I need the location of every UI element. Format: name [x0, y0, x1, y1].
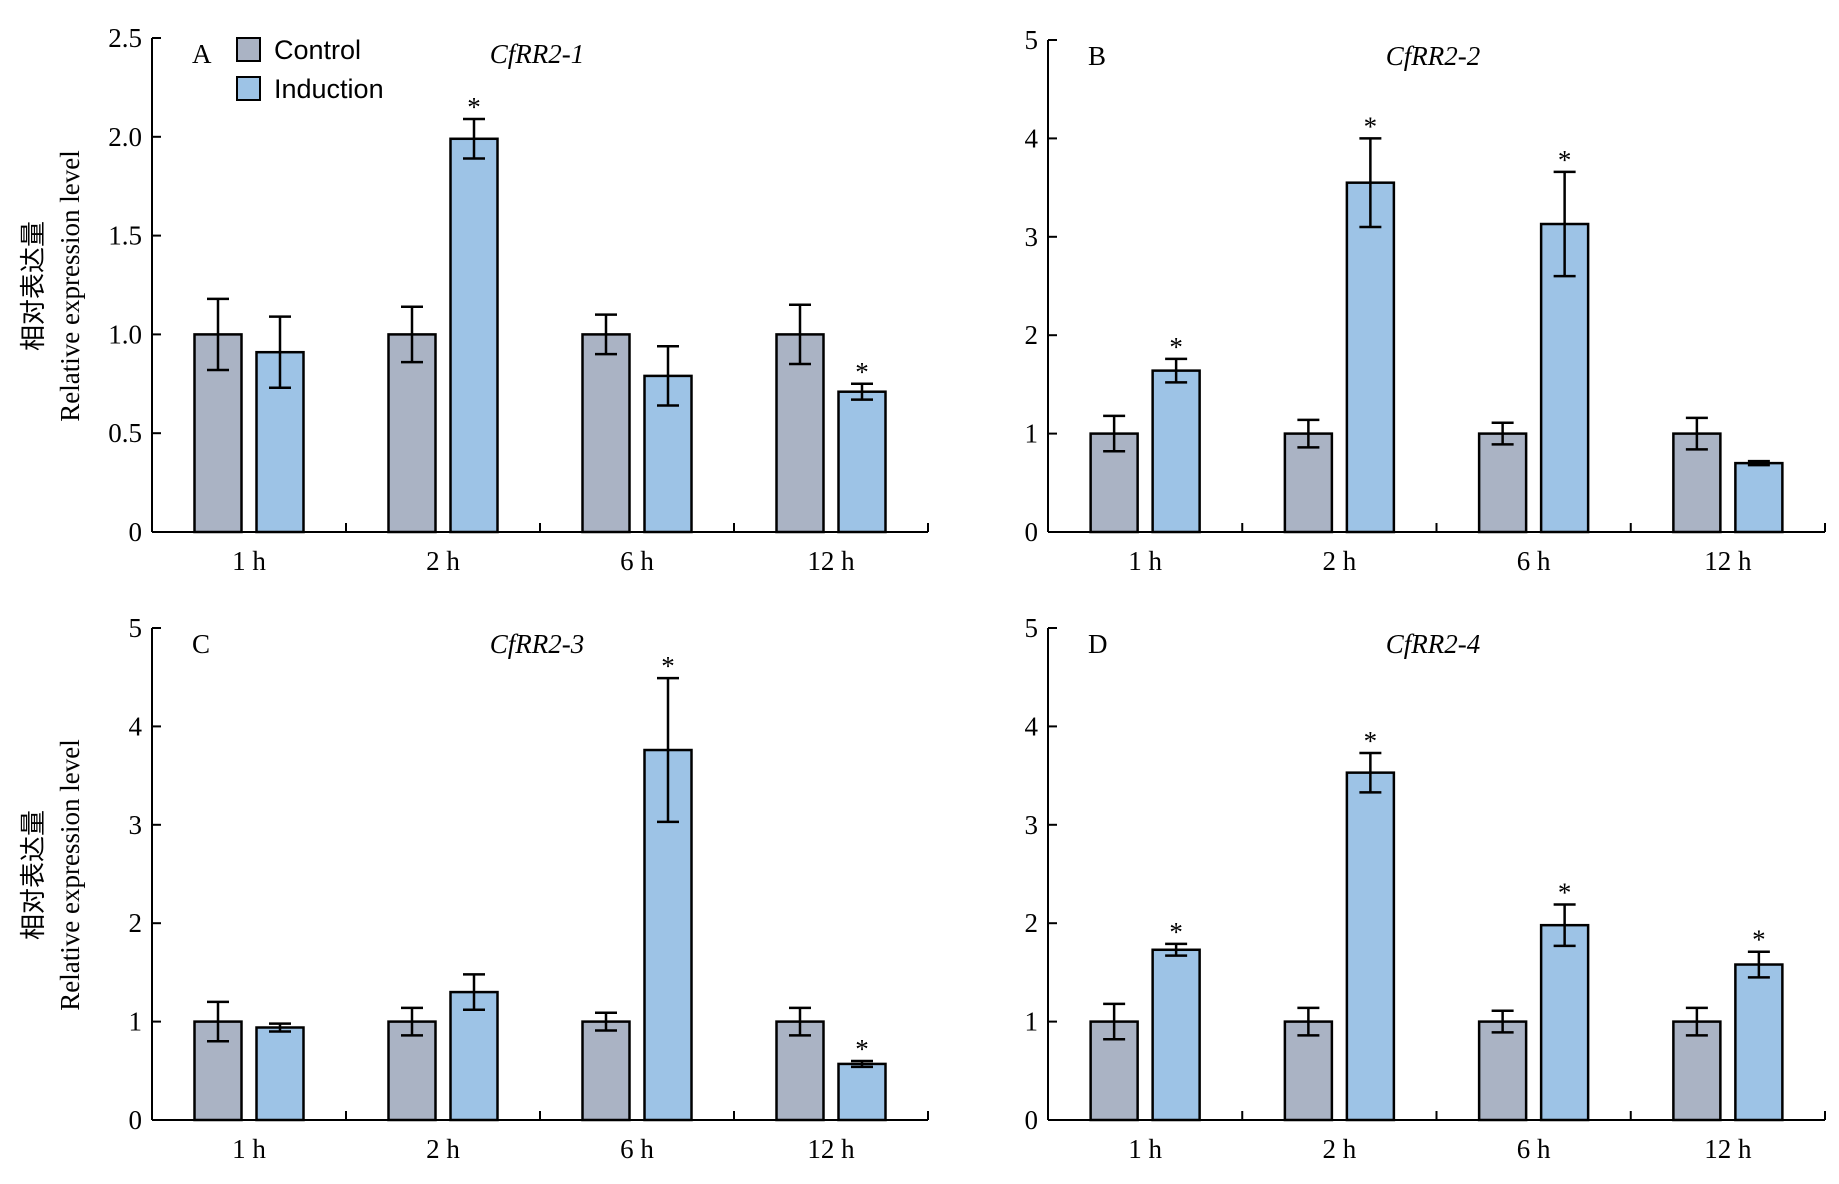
- panel-c: 0 1 2 3 4 5 1 h 2 h 6 h * 12 h * C CfRR2-3: [129, 613, 929, 1164]
- x-tick-label: 1 h: [232, 546, 266, 576]
- significance-star: *: [1364, 111, 1378, 141]
- significance-star: *: [661, 651, 675, 681]
- y-tick-label: 5: [1025, 613, 1039, 643]
- panel-a: 0 0.5 1.0 1.5 2.0 2.5 1 h 2 h * 6 h 12 h * A CfRR2-1: [108, 23, 929, 576]
- control-bar: [775, 1020, 825, 1122]
- ylabel-cn-top: 相对表达量: [19, 221, 49, 351]
- y-tick-label: 1.0: [108, 319, 142, 349]
- y-tick-label: 0.5: [108, 418, 142, 448]
- x-tick-label: 1 h: [1128, 546, 1162, 576]
- induction-bar: [449, 137, 499, 534]
- ylabel-bottom-en-group: Relative expression level: [55, 739, 85, 1010]
- ylabel-en-bottom: Relative expression level: [55, 739, 85, 1010]
- significance-star: *: [855, 1034, 869, 1064]
- legend-induction-swatch: [236, 76, 261, 101]
- significance-star: *: [467, 92, 481, 122]
- y-tick-label: 3: [129, 810, 143, 840]
- panel-letter: B: [1088, 41, 1106, 71]
- control-bar: [387, 333, 437, 534]
- ylabel-bottom-group: 相对表达量: [19, 810, 49, 940]
- x-tick-label: 12 h: [1704, 546, 1752, 576]
- x-tick-label: 2 h: [1323, 546, 1357, 576]
- ylabel-top-group: 相对表达量: [19, 221, 49, 351]
- induction-bar: [255, 1026, 305, 1122]
- x-tick-label: 12 h: [807, 1134, 855, 1164]
- y-tick-label: 1: [1025, 1007, 1039, 1037]
- panel-letter: C: [192, 629, 210, 659]
- legend-control-label: Control: [274, 35, 361, 65]
- control-bar: [1283, 1020, 1334, 1122]
- x-tick-label: 6 h: [620, 546, 654, 576]
- y-tick-label: 5: [1025, 25, 1039, 55]
- ylabel-top-en-group: Relative expression level: [55, 150, 85, 421]
- y-tick-label: 1: [1025, 419, 1039, 449]
- ylabel-cn-bottom: 相对表达量: [19, 810, 49, 940]
- induction-bar: [837, 390, 887, 534]
- induction-bar: [1539, 923, 1590, 1122]
- control-bar: [581, 1020, 631, 1122]
- x-tick-label: 12 h: [1704, 1134, 1752, 1164]
- significance-star: *: [1169, 332, 1183, 362]
- induction-bar: [1151, 369, 1201, 534]
- significance-star: *: [1558, 145, 1572, 175]
- x-tick-label: 2 h: [1323, 1134, 1357, 1164]
- panel-b: 0 1 2 3 4 5 1 h * 2 h * 6 h * 12 h B CfRR2-2: [1025, 25, 1826, 576]
- y-tick-label: 2.0: [108, 122, 142, 152]
- y-tick-label: 1.5: [108, 221, 142, 251]
- ylabel-en-top: Relative expression level: [55, 150, 85, 421]
- control-bar: [387, 1020, 437, 1122]
- y-tick-label: 3: [1025, 222, 1039, 252]
- panel-d: 0 1 2 3 4 5 1 h * 2 h * 6 h * 12 h * D CfRR2-4: [1025, 613, 1826, 1164]
- gene-title: CfRR2-4: [1386, 629, 1481, 659]
- y-tick-label: 0: [1025, 1105, 1039, 1135]
- gene-title: CfRR2-1: [490, 39, 585, 69]
- control-bar: [1477, 432, 1528, 534]
- control-bar: [1477, 1020, 1528, 1122]
- y-tick-label: 0: [129, 517, 143, 547]
- y-tick-label: 2: [1025, 908, 1039, 938]
- x-tick-label: 6 h: [1517, 1134, 1551, 1164]
- significance-star: *: [1169, 917, 1183, 947]
- legend-induction-label: Induction: [274, 74, 384, 104]
- induction-bar: [837, 1062, 887, 1122]
- y-tick-label: 4: [129, 711, 143, 741]
- y-tick-label: 1: [129, 1007, 143, 1037]
- control-bar: [581, 333, 631, 534]
- y-tick-label: 4: [1025, 123, 1039, 153]
- significance-star: *: [1364, 726, 1378, 756]
- induction-bar: [1734, 963, 1784, 1122]
- x-tick-label: 1 h: [1128, 1134, 1162, 1164]
- significance-star: *: [855, 357, 869, 387]
- y-tick-label: 2: [1025, 320, 1039, 350]
- panel-letter: A: [192, 39, 212, 69]
- panel-letter: D: [1088, 629, 1108, 659]
- legend: Control Induction: [236, 35, 384, 104]
- induction-bar: [1345, 181, 1396, 534]
- y-tick-label: 2.5: [108, 23, 142, 53]
- induction-bar: [1734, 461, 1784, 534]
- gene-title: CfRR2-2: [1386, 41, 1481, 71]
- x-tick-label: 6 h: [1517, 546, 1551, 576]
- y-tick-label: 2: [129, 908, 143, 938]
- induction-bar: [449, 990, 499, 1122]
- gene-title: CfRR2-3: [490, 629, 585, 659]
- x-tick-label: 6 h: [620, 1134, 654, 1164]
- y-tick-label: 0: [1025, 517, 1039, 547]
- y-tick-label: 4: [1025, 711, 1039, 741]
- significance-star: *: [1752, 925, 1766, 955]
- legend-control-swatch: [236, 37, 261, 62]
- x-tick-label: 2 h: [426, 546, 460, 576]
- control-bar: [1283, 432, 1334, 534]
- x-tick-label: 12 h: [807, 546, 855, 576]
- significance-star: *: [1558, 878, 1572, 908]
- induction-bar: [1345, 771, 1396, 1122]
- induction-bar: [1151, 948, 1201, 1122]
- y-tick-label: 0: [129, 1105, 143, 1135]
- x-tick-label: 2 h: [426, 1134, 460, 1164]
- y-tick-label: 5: [129, 613, 143, 643]
- y-tick-label: 3: [1025, 810, 1039, 840]
- x-tick-label: 1 h: [232, 1134, 266, 1164]
